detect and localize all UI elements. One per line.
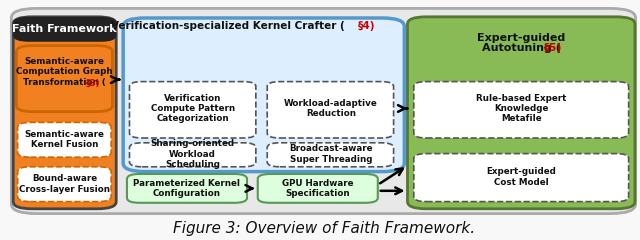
FancyBboxPatch shape xyxy=(18,122,111,157)
Text: Autotuning (: Autotuning ( xyxy=(482,43,561,53)
Text: Faith Framework: Faith Framework xyxy=(12,24,116,34)
FancyBboxPatch shape xyxy=(414,82,628,138)
FancyBboxPatch shape xyxy=(129,82,256,138)
FancyBboxPatch shape xyxy=(414,154,628,202)
Text: Semantic-aware
Kernel Fusion: Semantic-aware Kernel Fusion xyxy=(24,130,104,149)
FancyBboxPatch shape xyxy=(408,17,635,209)
FancyBboxPatch shape xyxy=(18,167,111,202)
Text: Bound-aware
Cross-layer Fusion: Bound-aware Cross-layer Fusion xyxy=(19,174,110,194)
Text: §4): §4) xyxy=(358,21,375,31)
FancyBboxPatch shape xyxy=(129,143,256,167)
FancyBboxPatch shape xyxy=(13,17,116,42)
FancyBboxPatch shape xyxy=(17,46,113,112)
Text: Expert-guided
Cost Model: Expert-guided Cost Model xyxy=(486,167,556,186)
Text: Figure 3: Overview of Faith Framework.: Figure 3: Overview of Faith Framework. xyxy=(173,221,475,235)
Text: Workload-adaptive
Reduction: Workload-adaptive Reduction xyxy=(284,99,378,118)
Text: Verification-specialized Kernel Crafter (: Verification-specialized Kernel Crafter … xyxy=(111,21,345,31)
FancyBboxPatch shape xyxy=(13,17,116,209)
FancyBboxPatch shape xyxy=(127,174,247,203)
Text: Verification
Compute Pattern
Categorization: Verification Compute Pattern Categorizat… xyxy=(150,94,235,123)
Text: GPU Hardware
Specification: GPU Hardware Specification xyxy=(282,179,353,198)
Text: §5): §5) xyxy=(543,43,562,53)
FancyBboxPatch shape xyxy=(258,174,378,203)
Text: Parameterized Kernel
Configuration: Parameterized Kernel Configuration xyxy=(134,179,241,198)
Text: Rule-based Expert
Knowledge
Metafile: Rule-based Expert Knowledge Metafile xyxy=(476,94,566,123)
FancyBboxPatch shape xyxy=(12,8,636,214)
FancyBboxPatch shape xyxy=(268,82,394,138)
Text: Broadcast-aware
Super Threading: Broadcast-aware Super Threading xyxy=(289,144,372,164)
FancyBboxPatch shape xyxy=(268,143,394,167)
FancyBboxPatch shape xyxy=(123,18,404,172)
Text: Expert-guided: Expert-guided xyxy=(477,33,565,43)
Text: Sharing-oriented
Workload
Scheduling: Sharing-oriented Workload Scheduling xyxy=(150,139,235,169)
Text: Semantic-aware
Computation Graph
Transformation (: Semantic-aware Computation Graph Transfo… xyxy=(16,57,113,87)
Text: §3): §3) xyxy=(86,79,100,88)
